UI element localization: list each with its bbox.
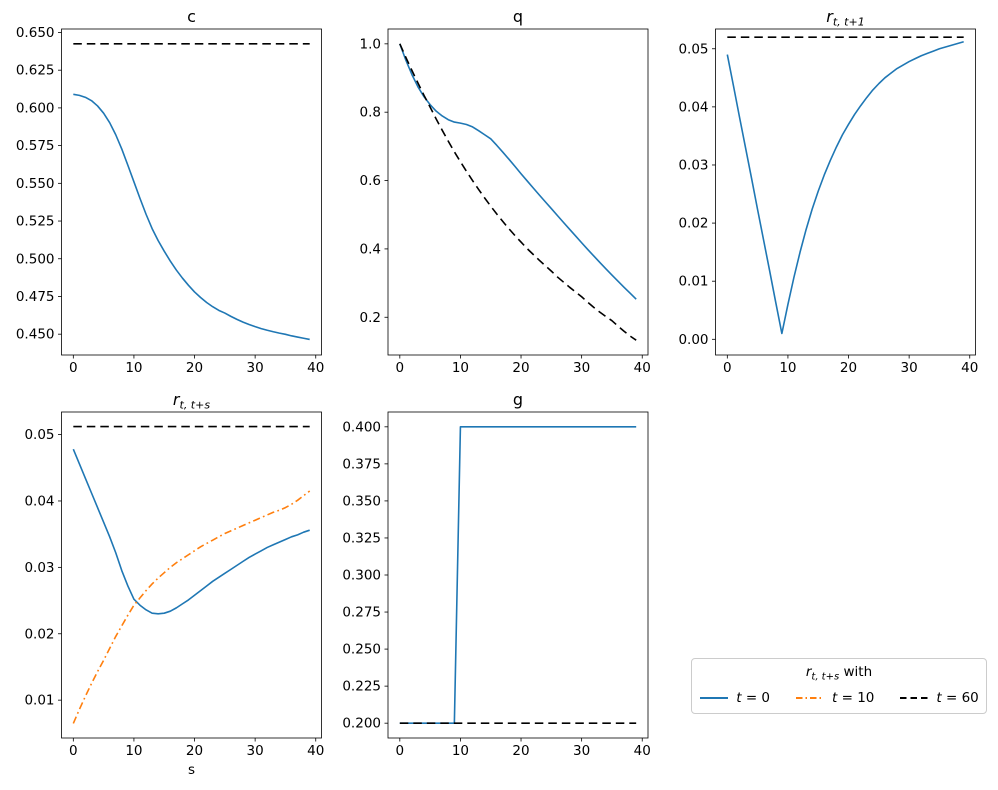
axes-frame	[715, 28, 976, 356]
y-tick-label: 0.00	[678, 332, 708, 348]
dashed-line-sample-icon	[900, 696, 929, 699]
x-tick-label: 30	[901, 360, 918, 376]
y-tick-label: 0.2	[360, 310, 381, 326]
subplot-c: 0 10 20 30 40 0.450 0.475 0.500 0.525 0.550 0.575 0…	[16, 7, 324, 376]
x-tick-label: 20	[512, 743, 529, 759]
subplot-title: g	[513, 390, 523, 409]
series-t-0	[72, 448, 310, 615]
y-tick-label: 0.375	[342, 456, 381, 472]
y-tick-label: 0.550	[16, 176, 55, 192]
y-tick-label: 0.01	[678, 274, 708, 290]
y-tick-label: 0.600	[16, 100, 55, 116]
x-tick-label: 30	[573, 360, 590, 376]
x-tick-label: 20	[840, 360, 857, 376]
x-tick-label: 40	[634, 743, 651, 759]
x-tick-label: 10	[125, 743, 142, 759]
y-tick-label: 0.01	[24, 693, 54, 709]
subplot-title: q	[513, 7, 523, 26]
x-tick-label: 20	[512, 360, 529, 376]
y-tick-label: 0.450	[16, 327, 55, 343]
subplot-q: 0 10 20 30 40 0.2 0.4 0.6 0.8 1.0 q	[360, 7, 651, 376]
y-tick-label: 0.400	[342, 419, 381, 435]
y-tick-label: 0.200	[342, 716, 381, 732]
y-tick-label: 0.475	[16, 289, 55, 305]
subplot-g: 0 10 20 30 40 0.200 0.225 0.250 0.275 0.300 0.325 0…	[342, 390, 650, 759]
y-tick-label: 0.05	[24, 427, 54, 443]
legend-title: rt, t+s with	[700, 664, 978, 686]
y-tick-label: 0.650	[16, 25, 55, 41]
series-c-path	[73, 93, 310, 341]
y-tick-label: 0.6	[360, 173, 381, 189]
x-tick-label: 10	[125, 360, 142, 376]
legend: rt, t+s with t = 0 t = 10 t = 60	[691, 658, 987, 714]
y-tick-label: 0.525	[16, 214, 55, 230]
subplot-title: rt, t+s	[173, 390, 210, 412]
legend-item-label: t = 60	[936, 689, 979, 706]
x-tick-label: 40	[307, 360, 324, 376]
legend-item-label: t = 0	[736, 689, 771, 706]
y-tick-label: 0.250	[342, 642, 381, 658]
x-tick-label: 10	[452, 360, 469, 376]
legend-title-suffix: with	[839, 664, 873, 680]
series-r1-path	[726, 41, 964, 335]
x-tick-label: 30	[247, 743, 264, 759]
x-tick-label: 30	[247, 360, 264, 376]
y-tick-label: 0.8	[360, 105, 381, 121]
x-tick-label: 20	[186, 360, 203, 376]
series-q-steady-state	[399, 43, 637, 341]
y-tick-label: 0.03	[678, 157, 708, 173]
subplot-title: c	[187, 7, 196, 26]
x-tick-label: 0	[69, 743, 78, 759]
y-tick-label: 0.275	[342, 605, 381, 621]
series-t-10	[72, 490, 311, 724]
subplot-r-t-t1: 0 10 20 30 40 0.00 0.01 0.02 0.03 0.04 0.05 rt, t+1	[678, 7, 978, 376]
y-tick-label: 0.325	[342, 530, 381, 546]
legend-title-subscript: t, t+s	[811, 671, 840, 683]
x-tick-label: 10	[452, 743, 469, 759]
dashdot-line-sample-icon	[796, 696, 825, 699]
x-tick-label: 30	[573, 743, 590, 759]
y-tick-label: 1.0	[360, 36, 381, 52]
legend-item-t-10: t = 10	[795, 690, 874, 706]
x-tick-label: 0	[396, 743, 405, 759]
y-tick-label: 0.02	[678, 216, 708, 232]
x-tick-label: 0	[69, 360, 78, 376]
legend-item-t-0: t = 0	[699, 690, 770, 706]
y-tick-label: 0.02	[24, 626, 54, 642]
y-tick-label: 0.350	[342, 493, 381, 509]
y-tick-label: 0.625	[16, 63, 55, 79]
axes-frame	[387, 28, 649, 356]
y-tick-label: 0.04	[24, 493, 54, 509]
y-tick-label: 0.300	[342, 568, 381, 584]
y-tick-label: 0.225	[342, 679, 381, 695]
x-tick-label: 10	[779, 360, 796, 376]
legend-items: t = 0 t = 10 t = 60	[699, 689, 979, 706]
x-tick-label: 0	[723, 360, 732, 376]
y-tick-label: 0.500	[16, 251, 55, 267]
subplot-r-t-ts: 0 10 20 30 40 0.01 0.02 0.03 0.04 0.05 rt, t+s s	[24, 390, 324, 778]
y-tick-label: 0.04	[678, 99, 708, 115]
series-g-path	[399, 426, 637, 724]
legend-item-label: t = 10	[832, 689, 875, 706]
x-tick-label: 40	[634, 360, 651, 376]
axes-frame	[61, 28, 322, 356]
y-tick-label: 0.4	[360, 241, 381, 257]
series-q-path	[399, 43, 637, 300]
solid-line-sample-icon	[700, 696, 729, 699]
legend-title-symbol: r	[805, 664, 812, 680]
axes-frame	[387, 411, 649, 739]
y-tick-label: 0.575	[16, 138, 55, 154]
x-tick-label: 20	[186, 743, 203, 759]
y-tick-label: 0.03	[24, 560, 54, 576]
y-tick-label: 0.05	[678, 41, 708, 57]
x-axis-label: s	[188, 762, 195, 778]
x-tick-label: 40	[307, 743, 324, 759]
subplot-title: rt, t+1	[826, 7, 864, 29]
x-tick-label: 40	[961, 360, 978, 376]
legend-item-t-60: t = 60	[899, 689, 979, 706]
x-tick-label: 0	[396, 360, 405, 376]
axes-frame	[61, 411, 322, 739]
